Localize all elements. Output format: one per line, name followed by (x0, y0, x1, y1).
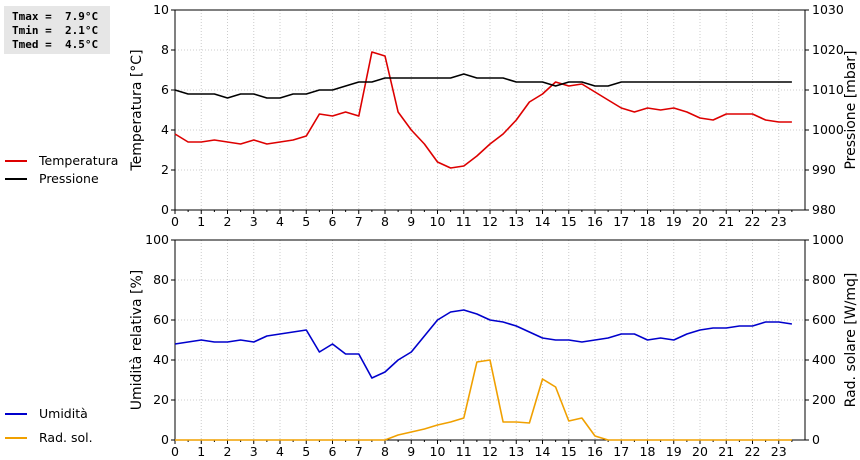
tmin-readout: Tmin = 2.1°C (12, 24, 99, 37)
x-tick-label: 23 (771, 214, 787, 229)
x-tick-label: 0 (171, 214, 179, 229)
x-tick-label: 2 (224, 214, 232, 229)
series-line-temperatura (174, 51, 792, 169)
left-tick-label: 80 (153, 272, 169, 287)
x-tick-label: 23 (771, 444, 787, 459)
plot-frame (174, 239, 806, 441)
x-tick-label: 9 (407, 214, 415, 229)
x-tick-label: 11 (456, 214, 472, 229)
x-tick-label: 11 (456, 444, 472, 459)
x-tick-label: 15 (561, 444, 577, 459)
left-tick-label: 0 (161, 202, 169, 217)
legend-label: Temperatura (38, 153, 118, 168)
right-axis-title: Rad. solare [W/mq] (843, 273, 859, 408)
right-tick-label: 1000 (812, 122, 844, 137)
right-axis-title: Pressione [mbar] (843, 50, 859, 169)
x-tick-label: 21 (718, 444, 734, 459)
x-tick-label: 17 (613, 444, 629, 459)
tmed-readout: Tmed = 4.5°C (12, 38, 99, 51)
x-tick-label: 9 (407, 444, 415, 459)
right-tick-label: 0 (812, 432, 820, 447)
x-tick-label: 22 (745, 214, 761, 229)
plot-frame (174, 9, 806, 211)
right-tick-label: 1010 (812, 82, 844, 97)
x-tick-label: 12 (482, 214, 498, 229)
x-tick-label: 15 (561, 214, 577, 229)
left-axis-title: Temperatura [°C] (129, 49, 145, 171)
x-tick-label: 20 (692, 214, 708, 229)
x-tick-label: 16 (587, 444, 603, 459)
stats-box: Tmax = 7.9°C Tmin = 2.1°C Tmed = 4.5°C (4, 6, 110, 54)
right-tick-label: 800 (812, 272, 836, 287)
left-tick-label: 10 (153, 2, 169, 17)
legend-label: Rad. sol. (39, 430, 93, 445)
left-axis-title: Umidità relativa [%] (129, 270, 145, 411)
right-tick-label: 400 (812, 352, 836, 367)
x-tick-label: 5 (302, 444, 310, 459)
x-tick-label: 2 (224, 444, 232, 459)
right-tick-label: 990 (812, 162, 836, 177)
left-tick-label: 20 (153, 392, 169, 407)
x-tick-label: 16 (587, 214, 603, 229)
left-tick-label: 40 (153, 352, 169, 367)
series-line-umidit (174, 309, 793, 379)
x-tick-label: 4 (276, 444, 284, 459)
x-tick-label: 4 (276, 214, 284, 229)
x-tick-label: 13 (508, 214, 524, 229)
x-tick-label: 7 (355, 444, 363, 459)
x-tick-label: 1 (197, 444, 205, 459)
x-tick-label: 8 (381, 214, 389, 229)
right-tick-label: 980 (812, 202, 836, 217)
left-tick-label: 2 (161, 162, 169, 177)
x-tick-label: 1 (197, 214, 205, 229)
x-tick-label: 5 (302, 214, 310, 229)
x-tick-label: 6 (329, 214, 337, 229)
left-tick-label: 100 (145, 232, 169, 247)
series-line-rad-sol (175, 359, 792, 441)
x-tick-label: 10 (430, 444, 446, 459)
x-tick-label: 22 (745, 444, 761, 459)
x-tick-label: 3 (250, 444, 258, 459)
x-tick-label: 21 (718, 214, 734, 229)
x-tick-label: 14 (535, 444, 551, 459)
x-tick-label: 8 (381, 444, 389, 459)
left-tick-label: 0 (161, 432, 169, 447)
right-tick-label: 200 (812, 392, 836, 407)
right-tick-label: 1030 (812, 2, 844, 17)
x-tick-label: 13 (508, 444, 524, 459)
tmax-readout: Tmax = 7.9°C (12, 10, 99, 23)
x-tick-label: 18 (640, 214, 656, 229)
left-tick-label: 60 (153, 312, 169, 327)
left-tick-label: 4 (161, 122, 169, 137)
x-tick-label: 18 (640, 444, 656, 459)
legend-label: Pressione (39, 171, 99, 186)
x-tick-label: 0 (171, 444, 179, 459)
x-tick-label: 19 (666, 214, 682, 229)
x-tick-label: 10 (430, 214, 446, 229)
right-tick-label: 600 (812, 312, 836, 327)
left-tick-label: 6 (161, 82, 169, 97)
x-tick-label: 12 (482, 444, 498, 459)
x-tick-label: 19 (666, 444, 682, 459)
legend-label: Umidità (39, 406, 88, 421)
x-tick-label: 3 (250, 214, 258, 229)
right-tick-label: 1000 (812, 232, 844, 247)
left-tick-label: 8 (161, 42, 169, 57)
x-tick-label: 14 (535, 214, 551, 229)
right-tick-label: 1020 (812, 42, 844, 57)
x-tick-label: 17 (613, 214, 629, 229)
series-line-pressione (174, 73, 792, 99)
x-tick-label: 20 (692, 444, 708, 459)
x-tick-label: 6 (329, 444, 337, 459)
x-tick-label: 7 (355, 214, 363, 229)
